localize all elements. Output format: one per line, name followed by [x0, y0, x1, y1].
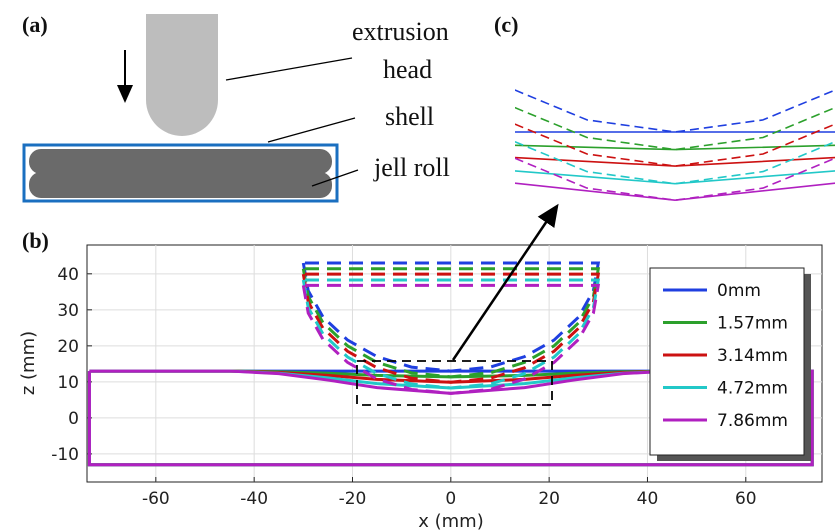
x-tick-label: 20 [538, 489, 560, 509]
head-outline [301, 272, 601, 384]
legend-label: 7.86mm [717, 411, 788, 431]
annotation: head [383, 55, 432, 84]
head-outline [301, 261, 601, 373]
panel-label: (a) [22, 12, 48, 37]
annotation: jell roll [373, 153, 450, 182]
jell-roll-layer [29, 172, 332, 198]
zoom-box [356, 360, 553, 406]
head-outline [301, 278, 601, 390]
panel-label: (b) [22, 228, 49, 253]
legend-label: 1.57mm [717, 314, 788, 334]
x-tick-label: -40 [240, 489, 268, 509]
y-tick-label: 20 [57, 337, 79, 357]
y-tick-label: 40 [57, 265, 79, 285]
head-outline-zoom [515, 89, 835, 133]
annotation: extrusion [352, 17, 449, 46]
legend-label: 3.14mm [717, 346, 788, 366]
extrusion-head [146, 14, 218, 136]
zoom-arrow [451, 203, 559, 361]
x-tick-label: -20 [339, 489, 367, 509]
x-tick-label: 0 [445, 489, 456, 509]
legend-label: 4.72mm [717, 379, 788, 399]
leader-line [225, 57, 353, 81]
head-outline [301, 283, 601, 395]
head-outline-zoom [515, 157, 835, 202]
head-outline-zoom [515, 106, 835, 151]
shell-outline [87, 369, 814, 467]
head-outline-zoom [515, 123, 835, 167]
leader-line [267, 117, 356, 143]
x-tick-label: -60 [142, 489, 170, 509]
x-tick-label: 60 [735, 489, 757, 509]
x-tick-label: 40 [637, 489, 659, 509]
y-tick-label: 30 [57, 301, 79, 321]
y-tick-label: 0 [68, 409, 79, 429]
plot-area [87, 261, 814, 467]
leader-line [311, 169, 359, 187]
schematic [22, 14, 359, 203]
panel-label: (c) [494, 12, 518, 37]
zoom-panel [515, 89, 835, 202]
y-tick-label: 10 [57, 373, 79, 393]
annotation: shell [385, 102, 434, 131]
legend-entries: 0mm 1.57mm 3.14mm 4.72mm 7.86mm [663, 281, 788, 431]
y-axis-label: z (mm) [18, 331, 39, 395]
y-tick-label: -10 [51, 445, 79, 465]
legend [649, 267, 805, 456]
head-outline [301, 267, 601, 379]
jell-roll-layer [29, 149, 332, 174]
plot-frame [86, 244, 823, 483]
legend-label: 0mm [717, 281, 761, 301]
x-axis-label: x (mm) [418, 511, 484, 532]
head-outline-zoom [515, 140, 835, 185]
